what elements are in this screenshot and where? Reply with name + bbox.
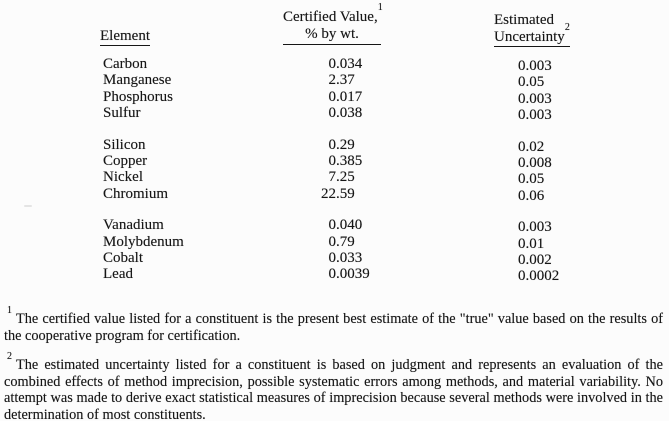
scan-artifact (24, 205, 32, 207)
footnote-1: 1The certified value listed for a consti… (4, 305, 663, 344)
table-row: Molybdenum 0.79 0.01 (0, 233, 669, 252)
footnote-2: 2The estimated uncertainty listed for a … (4, 351, 663, 421)
element-group-1: Carbon 0.034 0.003 Manganese 2.37 0.05 Phospho… (0, 56, 669, 124)
estimated-uncertainty: 0.02 (518, 138, 545, 155)
element-name: Cobalt (103, 249, 143, 266)
element-name: Molybdenum (103, 233, 184, 250)
estimated-uncertainty: 0.003 (518, 90, 552, 107)
element-name: Phosphorus (103, 88, 174, 105)
certified-value: 0.017 (328, 88, 363, 105)
footnote-2-text: The estimated uncertainty listed for a c… (4, 357, 663, 421)
estimated-uncertainty: 0.003 (518, 107, 552, 124)
table-row: Phosphorus 0.017 0.003 (0, 88, 669, 107)
estimated-uncertainty: 0.06 (518, 187, 545, 204)
estimated-uncertainty: 0.0002 (518, 268, 560, 285)
estimated-uncertainty: 0.01 (518, 235, 545, 252)
element-name: Silicon (103, 136, 146, 153)
footnote-2-reference: 2 (564, 22, 570, 33)
element-name: Chromium (103, 185, 169, 202)
certified-value: 0.0039 (328, 266, 370, 283)
certified-value: 0.034 (328, 56, 363, 72)
table-row: Nickel 7.25 0.05 (0, 169, 669, 188)
certified-value: 0.033 (328, 249, 363, 266)
certified-value-header-line1: Certified Value,1 (283, 2, 383, 26)
element-name: Sulfur (103, 105, 141, 122)
footnote-1-marker: 1 (7, 304, 12, 316)
element-name: Carbon (103, 56, 148, 72)
estimated-uncertainty: 0.003 (518, 219, 552, 236)
estimated-uncertainty: 0.008 (518, 154, 552, 171)
certified-value: 0.385 (328, 152, 363, 169)
table-row: Carbon 0.034 0.003 (0, 56, 669, 74)
element-name: Vanadium (103, 217, 164, 234)
uncertainty-header-line2: Uncertainty2 (494, 22, 570, 47)
footnote-1-text: The certified value listed for a constit… (4, 311, 663, 344)
certified-value: 7.25 (328, 169, 355, 186)
element-name: Manganese (103, 72, 172, 89)
element-header-label: Element (100, 28, 150, 46)
table-row: Sulfur 0.038 0.003 (0, 105, 669, 124)
certified-value: 2.37 (328, 72, 355, 89)
table-row: Chromium 22.59 0.06 (0, 185, 669, 204)
column-header-estimated-uncertainty: Estimated Uncertainty2 (494, 12, 570, 47)
estimated-uncertainty: 0.002 (518, 251, 552, 268)
element-group-2: Silicon 0.29 0.02 Copper 0.385 0.008 Nickel 7.2… (0, 136, 669, 204)
estimated-uncertainty: 0.003 (518, 58, 552, 74)
table-body: Carbon 0.034 0.003 Manganese 2.37 0.05 Phospho… (0, 56, 669, 285)
certified-value: 0.79 (328, 233, 355, 250)
column-header-element: Element (100, 28, 150, 46)
footnote-1-reference: 1 (377, 2, 383, 13)
element-name: Lead (103, 266, 133, 283)
element-name: Copper (103, 152, 148, 169)
element-group-3: Vanadium 0.040 0.003 Molybdenum 0.79 0.01 Coba… (0, 217, 669, 285)
table-row: Cobalt 0.033 0.002 (0, 249, 669, 268)
element-name: Nickel (103, 169, 143, 186)
certified-value-header-line2: % by wt. (283, 26, 381, 45)
table-row: Lead 0.0039 0.0002 (0, 266, 669, 285)
table-row: Silicon 0.29 0.02 (0, 136, 669, 155)
uncertainty-header-line1: Estimated (494, 12, 554, 28)
estimated-uncertainty: 0.05 (518, 74, 545, 91)
table-row: Manganese 2.37 0.05 (0, 72, 669, 91)
certified-value: 0.040 (328, 217, 363, 234)
certified-value: 0.038 (328, 105, 363, 122)
table-row: Vanadium 0.040 0.003 (0, 217, 669, 236)
footnote-2-marker: 2 (7, 350, 12, 362)
table-row: Copper 0.385 0.008 (0, 152, 669, 171)
certified-value: 0.29 (328, 136, 355, 153)
estimated-uncertainty: 0.05 (518, 171, 545, 188)
certified-value: 22.59 (321, 185, 355, 202)
column-header-certified-value: Certified Value,1 % by wt. (283, 2, 383, 45)
